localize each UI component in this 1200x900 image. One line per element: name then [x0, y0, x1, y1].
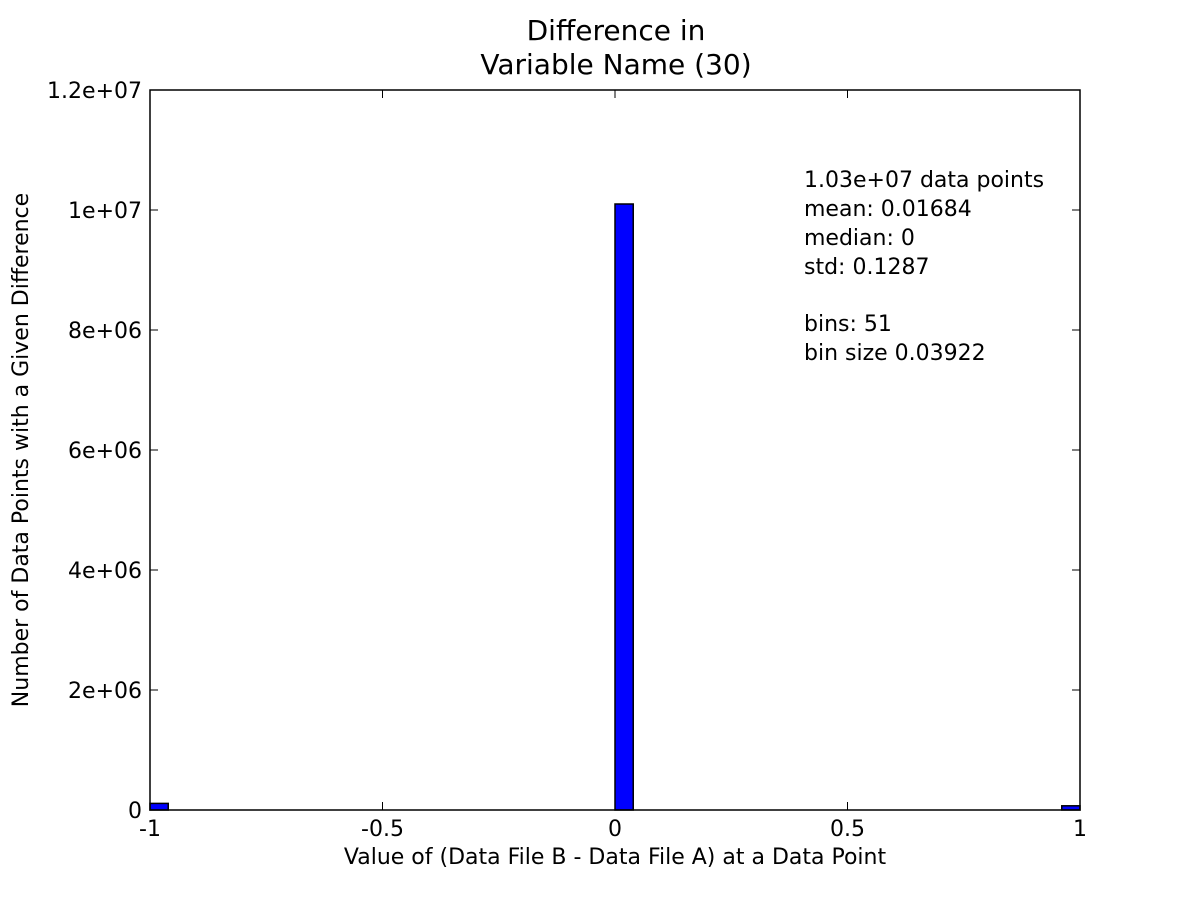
x-tick-label: -1: [139, 817, 161, 842]
bars-group: [149, 203, 1081, 811]
y-tick-label: 1e+07: [68, 199, 142, 224]
histogram-bar-0: [149, 802, 169, 811]
x-axis-label: Value of (Data File B - Data File A) at …: [344, 845, 887, 870]
stats-line-data-points: 1.03e+07 data points: [804, 168, 1044, 193]
y-tick-label: 8e+06: [68, 319, 142, 344]
y-tick-label: 1.2e+07: [47, 79, 142, 104]
x-tick-label: 0.5: [830, 817, 865, 842]
y-tick-label: 6e+06: [68, 439, 142, 464]
chart-title-line-2: Variable Name (30): [480, 48, 751, 81]
stats-annotation: 1.03e+07 data points mean: 0.01684 media…: [804, 168, 1044, 366]
x-tick-label: 1: [1073, 817, 1087, 842]
ticks-group: -1 -0.5 0 0.5 1 0 2e+06 4e+06 6e+06 8e+06 1e+07 1.2…: [47, 79, 1087, 842]
x-tick-label: -0.5: [361, 817, 404, 842]
y-tick-label: 0: [128, 799, 142, 824]
histogram-bar-1: [614, 203, 634, 811]
stats-line-median: median: 0: [804, 226, 915, 251]
y-tick-label: 2e+06: [68, 679, 142, 704]
y-tick-label: 4e+06: [68, 559, 142, 584]
stats-line-bins: bins: 51: [804, 312, 892, 337]
y-axis-label: Number of Data Points with a Given Diffe…: [9, 193, 34, 707]
x-tick-label: 0: [608, 817, 622, 842]
stats-line-std: std: 0.1287: [804, 255, 929, 280]
stats-line-mean: mean: 0.01684: [804, 197, 972, 222]
stats-line-bin-size: bin size 0.03922: [804, 341, 986, 366]
chart-title-line-1: Difference in: [527, 14, 706, 47]
